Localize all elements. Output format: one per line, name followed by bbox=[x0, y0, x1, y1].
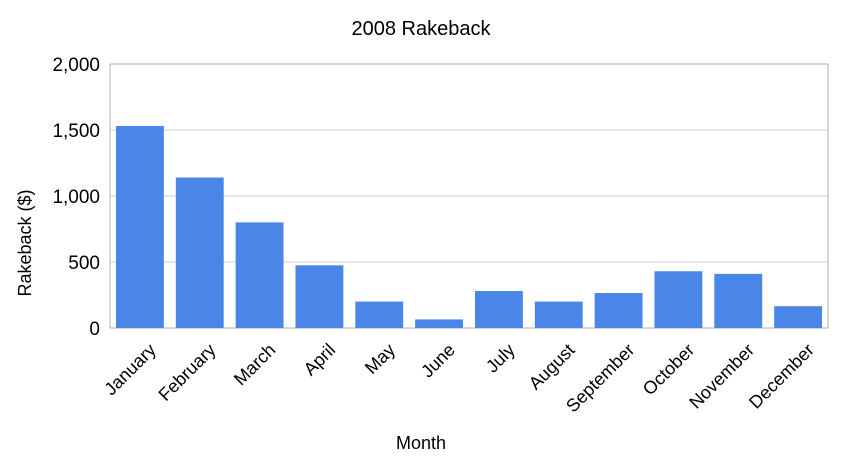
x-tick-label: May bbox=[361, 340, 399, 378]
bar-december bbox=[774, 306, 822, 328]
y-tick-label: 500 bbox=[68, 253, 100, 274]
bar-august bbox=[535, 302, 583, 328]
x-axis-title: Month bbox=[396, 433, 446, 453]
y-tick-label: 1,500 bbox=[52, 121, 100, 142]
bar-january bbox=[116, 126, 164, 328]
bar-may bbox=[355, 302, 403, 328]
x-tick-label: March bbox=[230, 340, 280, 390]
x-tick-label: October bbox=[639, 340, 698, 399]
bar-march bbox=[236, 222, 284, 328]
x-tick-label: June bbox=[417, 340, 459, 382]
x-tick-label: April bbox=[300, 340, 340, 380]
y-axis-title: Rakeback ($) bbox=[15, 189, 35, 296]
x-tick-label: July bbox=[482, 340, 519, 377]
bar-february bbox=[176, 178, 224, 328]
x-tick-label: August bbox=[525, 340, 579, 394]
bar-june bbox=[415, 319, 463, 328]
bar-october bbox=[654, 271, 702, 328]
bar-november bbox=[714, 274, 762, 328]
bar-april bbox=[295, 265, 343, 328]
y-tick-label: 0 bbox=[89, 319, 100, 340]
bars bbox=[116, 126, 822, 328]
y-tick-label: 1,000 bbox=[52, 187, 100, 208]
x-tick-label: February bbox=[155, 340, 220, 405]
x-tick-label: December bbox=[745, 340, 818, 413]
bar-september bbox=[595, 293, 643, 328]
chart-title: 2008 Rakeback bbox=[352, 18, 492, 40]
y-axis-ticks: 0 500 1,000 1,500 2,000 bbox=[52, 55, 100, 340]
bar-july bbox=[475, 291, 523, 328]
x-tick-label: January bbox=[100, 340, 159, 399]
y-tick-label: 2,000 bbox=[52, 55, 100, 76]
